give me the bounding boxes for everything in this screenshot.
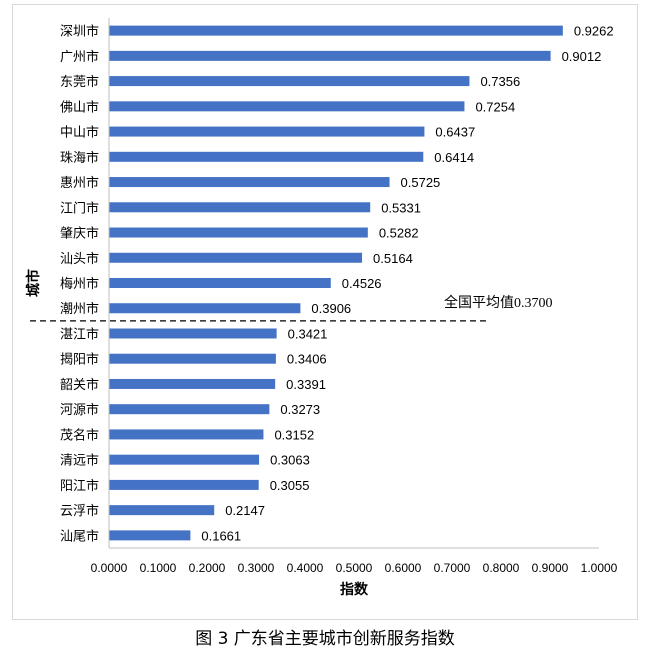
category-label: 珠海市 — [60, 150, 99, 166]
data-label: 0.6414 — [434, 150, 474, 165]
average-reference-label: 全国平均值0.3700 — [444, 294, 553, 311]
bar — [109, 505, 215, 516]
data-label: 0.2147 — [225, 503, 265, 518]
x-tick-label: 0.2000 — [189, 561, 226, 575]
data-label: 0.7356 — [480, 74, 520, 89]
category-label: 惠州市 — [60, 175, 99, 191]
bar — [109, 404, 270, 415]
category-label: 中山市 — [60, 125, 99, 141]
data-label: 0.3152 — [274, 427, 314, 442]
bar — [109, 151, 424, 162]
bars-group — [109, 25, 563, 541]
category-label: 揭阳市 — [60, 352, 99, 368]
data-label: 0.5331 — [381, 200, 421, 215]
data-label: 0.1661 — [201, 528, 241, 543]
bar — [109, 353, 276, 364]
data-label: 0.9012 — [562, 49, 602, 64]
category-label: 湛江市 — [60, 326, 99, 342]
x-tick-label: 0.6000 — [385, 561, 422, 575]
category-label: 佛山市 — [60, 99, 99, 115]
category-label: 梅州市 — [60, 276, 99, 292]
bar — [109, 378, 276, 389]
bar — [109, 126, 425, 137]
x-tick-label: 0.3000 — [238, 561, 275, 575]
figure-caption: 图 3 广东省主要城市创新服务指数 — [195, 629, 455, 649]
x-tick-label: 0.0000 — [91, 561, 128, 575]
x-tick-label: 0.5000 — [336, 561, 373, 575]
data-label: 0.3063 — [270, 453, 310, 468]
category-label: 云浮市 — [60, 503, 99, 519]
data-label: 0.4526 — [342, 276, 382, 291]
category-label: 茂名市 — [60, 427, 99, 443]
bar — [109, 454, 260, 465]
category-label: 清远市 — [60, 453, 99, 469]
data-label: 0.5282 — [379, 226, 419, 241]
bar — [109, 227, 368, 238]
bar — [109, 177, 390, 188]
bar — [109, 278, 331, 288]
x-tick-label: 0.1000 — [140, 561, 177, 575]
bar — [109, 76, 470, 87]
data-label: 0.3273 — [280, 402, 320, 417]
x-tick-label: 0.8000 — [483, 561, 520, 575]
category-label: 汕尾市 — [60, 528, 99, 544]
category-label: 汕头市 — [60, 251, 99, 267]
bar — [109, 50, 551, 61]
x-tick-label: 0.9000 — [532, 561, 569, 575]
x-tick-labels: 0.0000 0.1000 0.2000 0.3000 0.4000 0.5000 0.60… — [91, 561, 618, 575]
bar — [109, 479, 259, 490]
x-tick-label: 1.0000 — [581, 561, 618, 575]
data-label: 0.5164 — [373, 251, 413, 266]
x-tick-label: 0.7000 — [434, 561, 471, 575]
bar — [109, 328, 277, 339]
data-label: 0.9262 — [574, 24, 614, 39]
bar — [109, 429, 264, 440]
category-label: 阳江市 — [60, 478, 99, 494]
category-label: 潮州市 — [60, 301, 99, 317]
data-label: 0.3391 — [286, 377, 326, 392]
bar — [109, 303, 301, 314]
category-label: 江门市 — [60, 200, 99, 216]
category-label: 东莞市 — [60, 74, 99, 90]
data-label: 0.6437 — [435, 125, 475, 140]
category-label: 广州市 — [60, 49, 99, 65]
category-label: 肇庆市 — [60, 226, 99, 242]
data-label: 0.3406 — [287, 352, 327, 367]
category-label: 韶关市 — [60, 377, 99, 393]
y-axis-title: 城市 — [25, 269, 42, 297]
data-label: 0.5725 — [401, 175, 441, 190]
x-axis-title: 指数 — [340, 581, 369, 598]
bar — [109, 530, 191, 541]
bar — [109, 252, 363, 263]
data-label: 0.7254 — [475, 99, 515, 114]
bar-chart: 深圳市广州市东莞市佛山市中山市珠海市惠州市江门市肇庆市汕头市梅州市潮州市湛江市揭… — [25, 18, 618, 598]
bar — [109, 25, 563, 36]
x-tick-label: 0.4000 — [287, 561, 324, 575]
bar — [109, 101, 465, 112]
chart-frame — [12, 4, 638, 620]
data-label: 0.3055 — [270, 478, 310, 493]
bar — [109, 202, 371, 213]
category-label: 深圳市 — [60, 24, 99, 40]
category-label: 河源市 — [60, 402, 99, 418]
data-label: 0.3906 — [311, 301, 351, 316]
category-labels: 深圳市广州市东莞市佛山市中山市珠海市惠州市江门市肇庆市汕头市梅州市潮州市湛江市揭… — [60, 24, 99, 545]
data-label: 0.3421 — [288, 326, 328, 341]
